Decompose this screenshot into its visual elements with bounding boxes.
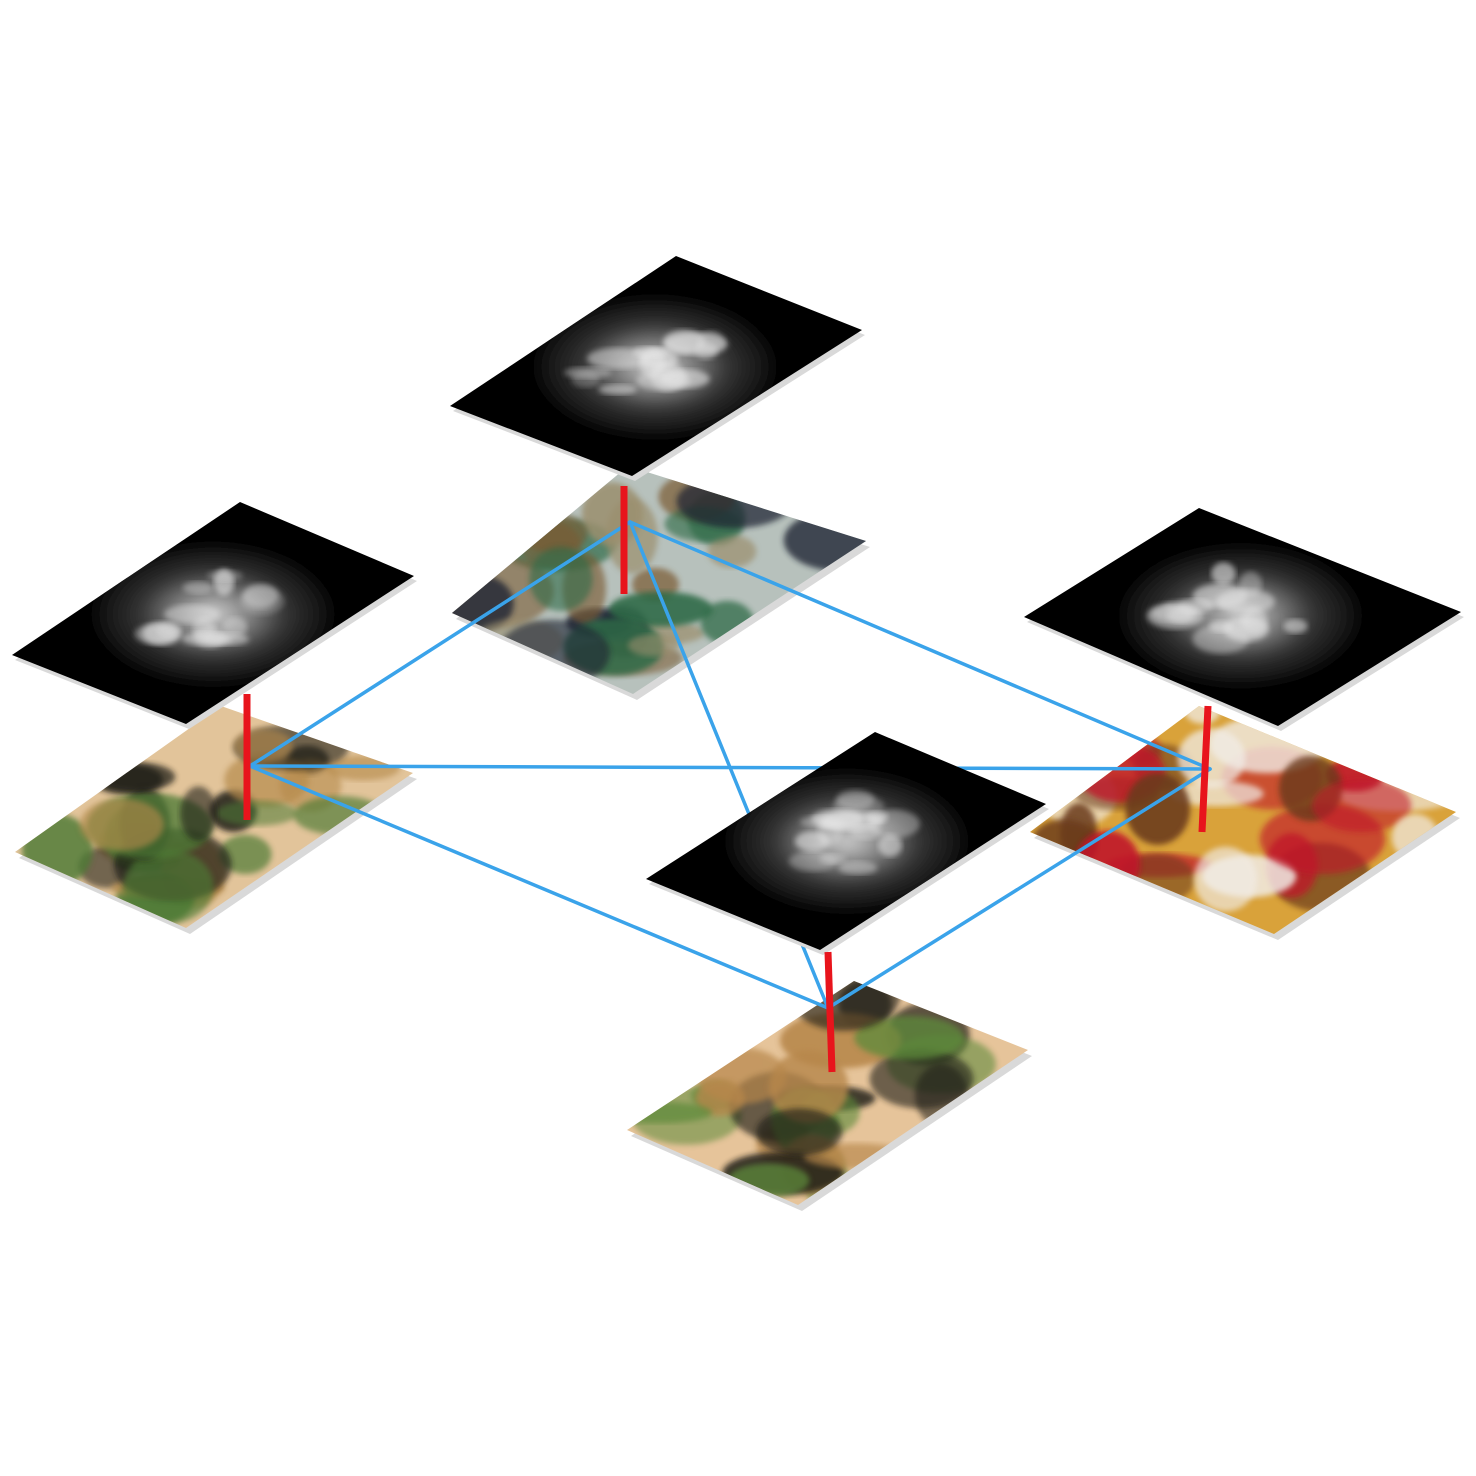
heatmap-spot [1216,589,1275,614]
photo-blob [1125,773,1191,845]
heatmap-spot [1146,602,1204,629]
photo-blob [854,1015,964,1060]
photo-blob [756,1108,843,1156]
heatmap-spot [571,371,600,388]
photo-blob [1074,830,1140,898]
heatmap-spot [838,861,878,875]
photo-tile-bottom [627,981,1032,1211]
heatmap-spot [1223,616,1270,642]
photo-blob [788,981,901,1031]
heatmap-spot [163,604,220,624]
heatmap-layer [12,256,1464,955]
photo-content [1031,706,1456,912]
photo-blob [219,834,272,875]
photo-blob [1194,846,1258,912]
edge-left-bottom [248,764,830,1010]
heatmap-spot [1211,562,1236,585]
edge-left-right [248,764,1212,771]
photo-blob [1183,706,1222,725]
photo-blob [180,786,217,842]
photo-blob [96,762,176,792]
photo-blob [695,1079,745,1117]
heatmap-spot [788,850,838,872]
heatmap-spot [598,384,637,395]
photo-blob [627,1101,713,1124]
photo-blob [581,482,643,546]
photo-blob [79,798,164,851]
photo-blob [1169,781,1264,807]
edge-top-right [628,520,1212,771]
heatmap-tile-bottom [646,732,1049,955]
photo-blob [869,1049,974,1109]
link-bottom [824,951,836,1073]
heatmap-glow [93,544,333,685]
heatmap-spot [836,789,875,811]
photo-blob [1311,778,1412,833]
photo-content [452,473,866,687]
heatmap-spot [878,834,903,857]
photo-content [22,725,401,925]
heatmap-spot [1283,619,1308,634]
heatmap-glow [535,297,775,437]
link-layer [243,486,1212,1073]
heatmap-tile-top [450,256,865,481]
heatmap-spot [864,811,888,824]
heatmap-spot [1239,571,1262,598]
heatmap-spot [182,581,214,594]
photo-tile-top [452,466,870,700]
photo-tile-left [15,706,417,934]
heatmap-core [1120,545,1361,686]
link-right [1198,705,1212,833]
heatmap-spot [222,617,248,638]
photo-blob [123,849,214,924]
edge-right-bottom [826,767,1212,1010]
photo-blob [529,546,593,612]
photo-blob [216,800,298,826]
heatmap-spot [794,831,830,852]
heatmap-spot [586,347,650,369]
heatmap-core [726,771,967,912]
heatmap-spot [182,631,233,646]
edge-top-left [248,520,632,768]
photo-blob [1177,728,1246,788]
heatmap-spot [698,330,725,355]
heatmap-glow [726,771,967,912]
heatmap-spot [207,569,243,582]
heatmap-tile-left [12,502,417,729]
photo-blob [627,634,680,657]
heatmap-glow [1120,545,1361,686]
heatmap-spot [636,370,691,391]
heatmap-spot [811,809,864,830]
heatmap-spot [156,622,182,639]
heatmap-tile-right [1024,508,1464,731]
heatmap-spot [242,583,279,609]
photo-blob [676,475,793,529]
photo-blob [783,509,866,572]
photo-blob [608,591,713,627]
photo-tile-right [1030,706,1460,940]
